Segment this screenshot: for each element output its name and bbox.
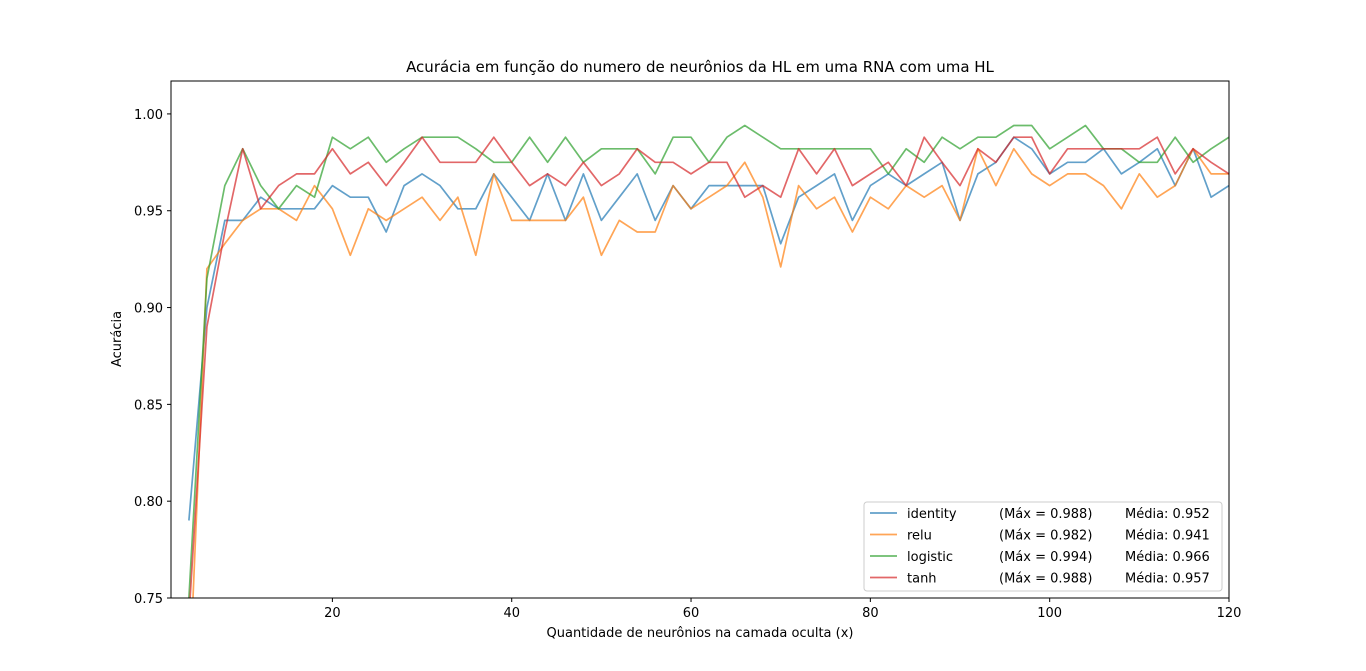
- x-tick-label: 60: [683, 606, 700, 621]
- legend-series-name: tanh: [907, 572, 937, 587]
- legend-entry-logistic: logistic (Máx = 0.994) Média: 0.966: [870, 550, 1210, 565]
- legend-series-name: logistic: [907, 550, 953, 565]
- legend-max-value: (Máx = 0.982): [999, 529, 1092, 544]
- legend-mean-value: Média: 0.957: [1125, 572, 1210, 587]
- series-line-tanh: [189, 136, 1229, 598]
- y-tick-label: 0.85: [134, 398, 163, 413]
- series-line-relu: [192, 147, 1229, 598]
- x-tick-label: 120: [1217, 606, 1242, 621]
- legend-box: [863, 501, 1223, 592]
- legend-mean-value: Média: 0.966: [1125, 550, 1210, 565]
- y-axis: 0.75 0.80 0.85 0.90 0.95 1.00: [134, 108, 171, 607]
- legend-max-value: (Máx = 0.988): [999, 572, 1092, 587]
- x-tick-label: 40: [503, 606, 520, 621]
- plot-frame: [170, 80, 1230, 599]
- legend-mean-value: Média: 0.952: [1125, 507, 1210, 522]
- x-axis-label: Quantidade de neurônios na camada oculta…: [547, 626, 854, 641]
- y-tick-label: 1.00: [134, 108, 163, 123]
- plot-lines: [188, 124, 1229, 598]
- legend-entry-identity: identity (Máx = 0.988) Média: 0.952: [870, 507, 1210, 522]
- legend-mean-value: Média: 0.941: [1125, 529, 1210, 544]
- x-tick-label: 100: [1037, 606, 1062, 621]
- y-tick-label: 0.80: [134, 495, 163, 510]
- y-axis-label: Acurácia: [110, 311, 125, 367]
- legend-max-value: (Máx = 0.988): [999, 507, 1092, 522]
- y-tick-label: 0.90: [134, 302, 163, 317]
- legend-max-value: (Máx = 0.994): [999, 550, 1092, 565]
- legend: identity (Máx = 0.988) Média: 0.952 relu (Má…: [863, 501, 1223, 592]
- y-tick-label: 0.75: [134, 592, 163, 607]
- legend-entry-tanh: tanh (Máx = 0.988) Média: 0.957: [870, 572, 1210, 587]
- y-tick-label: 0.95: [134, 205, 163, 220]
- legend-entry-relu: relu (Máx = 0.982) Média: 0.941: [870, 529, 1210, 544]
- x-tick-label: 20: [324, 606, 341, 621]
- x-axis: 20 40 60 80 100 120: [324, 598, 1241, 621]
- legend-series-name: relu: [907, 529, 932, 544]
- x-tick-label: 80: [862, 606, 879, 621]
- chart-title: Acurácia em função do numero de neurônio…: [406, 58, 994, 76]
- series-line-identity: [188, 136, 1229, 521]
- legend-series-name: identity: [907, 507, 957, 522]
